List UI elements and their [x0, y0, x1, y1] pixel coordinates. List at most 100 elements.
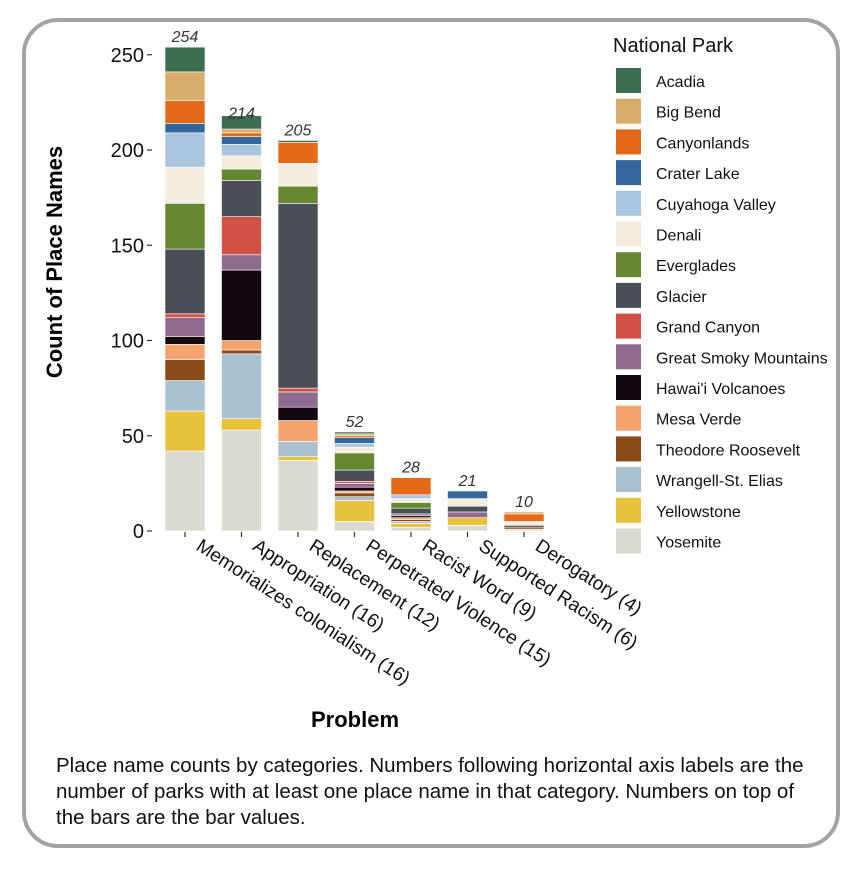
bar-segment — [334, 443, 375, 448]
bar-segment — [164, 132, 206, 168]
legend-label: Mesa Verde — [656, 412, 741, 429]
bar-segment — [277, 456, 319, 461]
bar-segment — [334, 496, 375, 501]
bar-total-label: 10 — [515, 494, 533, 511]
legend-swatch — [616, 190, 641, 216]
bar-segment — [164, 123, 206, 134]
bar-segment — [390, 477, 432, 496]
legend-swatch — [616, 497, 641, 523]
legend-swatch — [616, 375, 641, 400]
bar-total-label: 205 — [284, 122, 312, 139]
bar-segment — [277, 203, 319, 389]
bar-segment — [221, 418, 262, 431]
legend-label: Hawai'i Volcanoes — [656, 381, 785, 398]
bar-segment — [221, 349, 262, 355]
bar-segment — [221, 254, 262, 271]
bar-segment — [221, 216, 262, 256]
y-tick-label: 150 — [111, 235, 144, 257]
legend-label: Canyonlands — [656, 135, 749, 152]
y-tick-label: 100 — [111, 331, 144, 353]
bar-segment — [390, 494, 432, 499]
bar-segment — [277, 406, 319, 421]
bar-segment — [334, 486, 375, 492]
bar-segment — [447, 490, 488, 499]
legend-swatch — [616, 282, 641, 308]
legend: Acadia Big Bend Canyonlands Crater Lake Cuya… — [616, 68, 828, 554]
figure-caption: Place name counts by categories. Numbers… — [56, 754, 804, 829]
bar-segment — [164, 313, 206, 318]
bar-segment — [390, 502, 432, 509]
bar-segment — [221, 155, 262, 170]
y-tick-label: 250 — [111, 45, 144, 67]
bar-segment — [164, 46, 206, 73]
bar-segment — [164, 166, 206, 204]
bar-segment — [164, 71, 206, 101]
bar-segment — [277, 140, 319, 143]
y-tick-label: 0 — [133, 521, 144, 543]
y-tick-label: 200 — [111, 140, 144, 162]
bar-segment — [221, 115, 262, 130]
bar-segment — [334, 437, 375, 444]
bar-segment — [334, 492, 375, 498]
legend-swatch — [616, 160, 641, 186]
bar-segment — [334, 521, 375, 532]
bar-segment — [447, 511, 488, 518]
legend-label: Everglades — [656, 258, 736, 275]
legend-label: Grand Canyon — [656, 320, 760, 337]
legend-label: Glacier — [656, 289, 707, 306]
bar-segment — [334, 500, 375, 522]
bar-segment — [277, 163, 319, 187]
bar-segment — [334, 483, 375, 488]
bar-segment — [164, 100, 206, 124]
legend-label: Denali — [656, 228, 701, 245]
bar-segment — [277, 460, 319, 532]
legend-label: Acadia — [656, 74, 705, 91]
legend-label: Big Bend — [656, 105, 721, 122]
bar-segment — [334, 431, 375, 435]
bar-segment — [221, 136, 262, 145]
bar-segment — [164, 380, 206, 412]
bar-total-label: 21 — [458, 473, 477, 490]
legend-swatch — [616, 252, 641, 278]
bar-total-label: 28 — [401, 460, 420, 477]
bar-segment — [503, 521, 545, 526]
bar-segment — [390, 507, 432, 515]
legend-label: Cuyahoga Valley — [656, 197, 776, 214]
legend-label: Great Smoky Mountains — [656, 350, 828, 367]
bar-segment — [164, 248, 206, 315]
bar-segment — [164, 317, 206, 337]
bar-segment — [277, 142, 319, 164]
bar-segment — [221, 429, 262, 532]
legend-swatch — [616, 436, 641, 462]
bar-total-label: 254 — [171, 29, 199, 46]
legend-label: Crater Lake — [656, 166, 740, 183]
legend-swatch — [616, 528, 641, 554]
bar-segment — [164, 410, 206, 452]
legend-swatch — [616, 313, 641, 339]
legend-title: National Park — [613, 35, 734, 57]
bar-segment — [447, 498, 488, 507]
bar-segment — [221, 128, 262, 134]
bar-segment — [221, 340, 262, 351]
bar-segment — [164, 359, 206, 381]
bar-segment — [164, 344, 206, 360]
bar-segment — [221, 269, 262, 341]
bar-segment — [277, 185, 319, 204]
legend-swatch — [616, 68, 641, 93]
legend-swatch — [616, 129, 641, 155]
legend-swatch — [616, 467, 641, 493]
legend-label: Yosemite — [656, 535, 721, 552]
bar-segment — [221, 132, 262, 137]
legend-swatch — [616, 344, 641, 370]
x-axis-title: Problem — [311, 707, 399, 732]
legend-swatch — [616, 405, 641, 431]
bar-segment — [277, 441, 319, 458]
legend-label: Wrangell-St. Elias — [656, 473, 783, 490]
bar-segment — [447, 524, 488, 532]
bar-segment — [503, 513, 545, 522]
bar-segment — [334, 469, 375, 482]
bar-segment — [221, 353, 262, 419]
legend-label: Theodore Roosevelt — [656, 442, 801, 459]
bar-segment — [277, 387, 319, 393]
